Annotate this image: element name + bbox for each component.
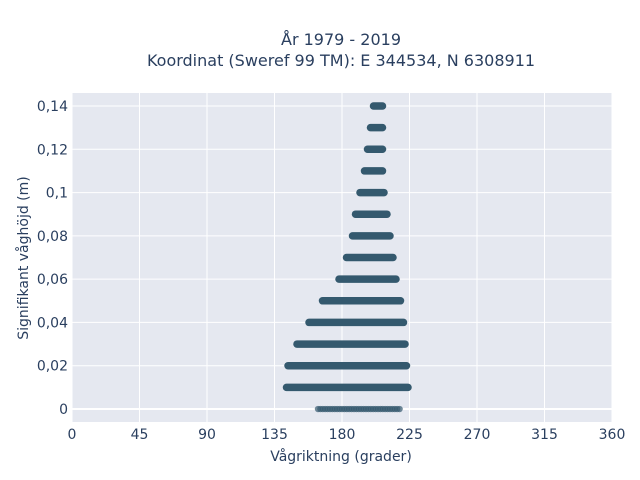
x-tick-label: 90	[198, 427, 216, 443]
x-tick-label: 270	[464, 427, 491, 443]
y-tick-label: 0,14	[37, 99, 68, 115]
chart-title-line1: År 1979 - 2019	[281, 30, 401, 49]
x-tick-label: 45	[131, 427, 149, 443]
chart-title-line2: Koordinat (Sweref 99 TM): E 344534, N 63…	[147, 51, 535, 70]
data-point	[396, 405, 403, 413]
y-tick-label: 0,1	[46, 186, 68, 202]
y-tick-label: 0,04	[37, 315, 68, 331]
x-axis-ticks: 0 45 90 135 180 225 270 315 360	[68, 427, 626, 443]
x-tick-label: 315	[531, 427, 558, 443]
x-axis-title: Vågriktning (grader)	[270, 448, 412, 465]
y-tick-label: 0	[59, 402, 68, 418]
y-tick-label: 0,08	[37, 229, 68, 245]
y-tick-label: 0,02	[37, 359, 68, 375]
x-tick-label: 135	[261, 427, 288, 443]
scatter-points	[282, 102, 412, 413]
x-tick-label: 225	[396, 427, 423, 443]
x-tick-label: 0	[68, 427, 77, 443]
x-tick-label: 360	[599, 427, 626, 443]
y-axis-ticks: 0 0,02 0,04 0,06 0,08 0,1 0,12 0,14	[37, 99, 68, 418]
y-axis-title: Signifikant våghöjd (m)	[15, 176, 32, 339]
scatter-row	[314, 405, 403, 413]
y-tick-label: 0,06	[37, 272, 68, 288]
x-tick-label: 180	[329, 427, 356, 443]
y-tick-label: 0,12	[37, 142, 68, 158]
